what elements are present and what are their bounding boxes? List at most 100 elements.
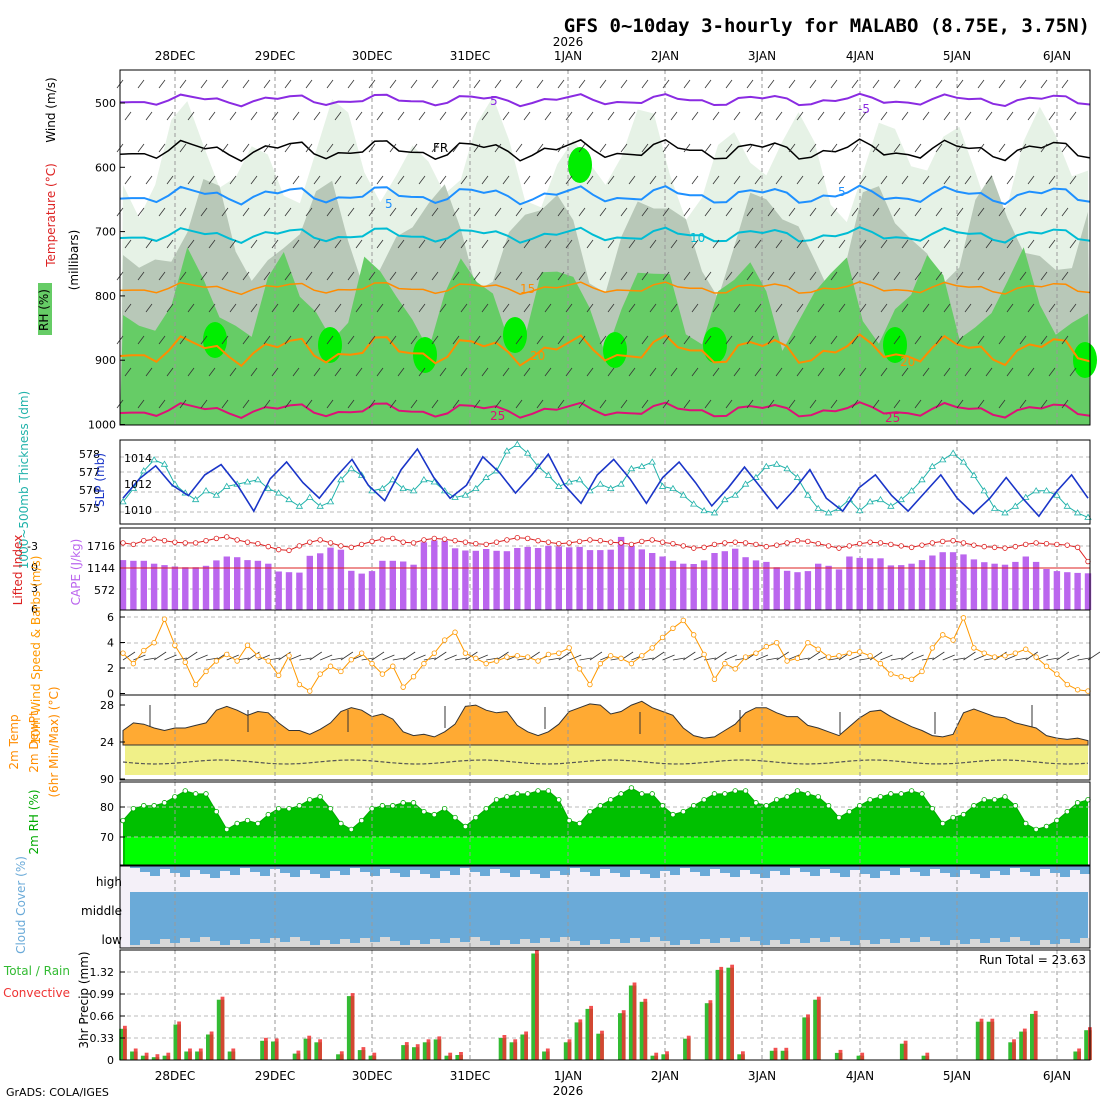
wind-barb [733, 239, 741, 249]
wind-barb [683, 399, 691, 409]
wind-speed-point [1054, 671, 1060, 677]
wind-barb [872, 399, 880, 409]
lifted-index-point [649, 537, 655, 543]
wind-speed-point [483, 660, 489, 667]
wind-barb [775, 303, 783, 313]
lifted-index-point [991, 544, 998, 551]
axis-label-slp: SLP (mb) [93, 453, 107, 507]
wind-barb [775, 175, 783, 185]
lifted-index-point [244, 539, 251, 545]
wind-barb [649, 303, 657, 313]
wind-barb [494, 207, 502, 217]
wind-barb [523, 303, 531, 313]
wind-barb [496, 651, 509, 661]
precip-convective-bar [686, 1035, 691, 1060]
wind-barb [473, 399, 481, 409]
wind-speed-point [327, 663, 334, 669]
wind-barb [313, 175, 321, 185]
wind-barb [796, 303, 804, 313]
thickness-point [949, 449, 957, 456]
wind-barb [1069, 367, 1077, 377]
thickness-point [1022, 493, 1030, 500]
wind-barb [578, 143, 586, 153]
cape-bar [389, 560, 396, 610]
cloud-high-bar [840, 866, 850, 877]
cloud-low-bar [750, 941, 760, 948]
thickness-tick-label: 578 [79, 448, 100, 461]
cape-bar [846, 556, 853, 610]
precip-total-bar [563, 1042, 572, 1060]
thickness-point [928, 462, 937, 469]
dewpoint-band [125, 745, 1088, 775]
cloud-high-bar [690, 866, 700, 872]
thickness-point [1011, 502, 1020, 509]
cloud-low-bar [910, 942, 920, 948]
lifted-index-point [1064, 542, 1070, 548]
wind-barb [607, 303, 615, 313]
wind-speed-point [877, 660, 884, 667]
wind-barb [956, 335, 964, 345]
lifted-index-point [265, 543, 271, 550]
precip-total-bar [574, 1022, 583, 1060]
precip-convective-bar [513, 1039, 518, 1060]
cape-bar [493, 550, 500, 610]
lifted-index-point [535, 537, 541, 544]
cape-bar [617, 536, 625, 610]
thickness-point [295, 502, 304, 509]
wind-barb [326, 271, 334, 281]
wind-barb [851, 271, 859, 281]
rh2m-point [441, 805, 448, 812]
wind-barb [599, 271, 607, 281]
wind-barb [187, 367, 195, 377]
rh2m-point [940, 820, 946, 827]
wind-barb [1056, 651, 1070, 661]
cloud-high-bar [830, 866, 840, 873]
cape-bar [649, 553, 656, 610]
wind-barb [158, 143, 166, 153]
cape-bar [358, 573, 365, 610]
cape-bar [856, 557, 863, 610]
lifted-index-point [794, 537, 801, 544]
date-label-top: 3JAN [748, 49, 776, 63]
precip-convective-bar [903, 1040, 908, 1060]
wind-barb [402, 651, 416, 661]
wind-barb [935, 271, 943, 281]
cloud-high-bar [160, 866, 170, 869]
thickness-point [596, 480, 605, 487]
axis-label-2m-dewpt: 2m DewPt [27, 711, 41, 773]
lifted-index-point [587, 537, 593, 543]
lifted-index-point [1023, 541, 1029, 548]
precip-convective-bar [448, 1052, 453, 1060]
rh2m-point [908, 788, 915, 794]
precip-convective-bar [372, 1052, 377, 1060]
wind-barb [746, 79, 754, 89]
contour-label: FR [433, 141, 448, 155]
cloud-high-bar [450, 866, 460, 875]
thickness-point [814, 504, 822, 511]
wind-barb [347, 207, 355, 217]
cloud-low-bar [710, 943, 720, 948]
wind-barb [334, 303, 342, 313]
cloud-high-bar [980, 866, 990, 878]
wind-barb [187, 111, 195, 121]
y-tick-label: 1000 [88, 419, 116, 432]
cape-bar [244, 560, 251, 610]
thickness-point [140, 467, 148, 474]
wind-barb [242, 207, 250, 217]
wind-barb [565, 111, 573, 121]
wind-speed-point [1064, 681, 1070, 688]
contour-label: 15 [520, 282, 535, 296]
wind-barb [208, 303, 216, 313]
wind-barb [1027, 111, 1035, 121]
wind-barb [1048, 239, 1056, 249]
rh2m-point [172, 794, 178, 800]
wind-barb [662, 271, 670, 281]
wind-barb [1019, 335, 1027, 345]
date-label-bottom: 6JAN [1043, 1069, 1071, 1083]
wind-speed-point [1002, 653, 1008, 659]
wind-barb [557, 207, 565, 217]
cape-bar [628, 545, 635, 610]
wind-speed-point [846, 650, 853, 656]
thickness-point [243, 478, 252, 485]
cloud-high-bar [820, 866, 830, 869]
